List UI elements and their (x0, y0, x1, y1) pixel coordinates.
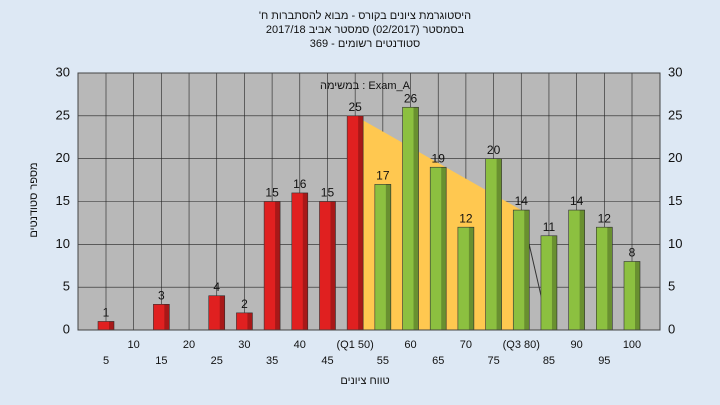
y-tick-label: 10 (56, 236, 70, 251)
x-tick-label: 20 (183, 339, 195, 351)
y-tick-label: 25 (56, 107, 70, 122)
x-tick-label: 10 (128, 339, 140, 351)
x-tick-label: 45 (321, 355, 333, 367)
x-tick-label: 70 (460, 339, 472, 351)
data-label: 26 (404, 91, 418, 105)
x-tick-label: (Q3 80) (503, 339, 540, 351)
bar-shade (302, 192, 308, 330)
data-label: 19 (432, 151, 446, 165)
bar-shade (551, 235, 557, 330)
bar-shade (219, 295, 225, 330)
y-axis-label: מספר סטודנטים (28, 162, 40, 237)
x-tick-label: 5 (103, 355, 109, 367)
data-label: 8 (629, 246, 636, 260)
data-label: 15 (265, 186, 279, 200)
y2-tick-label: 10 (668, 236, 682, 251)
x-tick-label: 65 (432, 355, 444, 367)
bar-shade (635, 261, 640, 330)
y2-tick-label: 25 (668, 107, 682, 122)
x-tick-label: 55 (377, 355, 389, 367)
data-label: 14 (570, 194, 584, 208)
data-label: 3 (158, 288, 165, 302)
bar-shade (330, 201, 336, 330)
data-label: 12 (598, 211, 612, 225)
y-tick-label: 15 (56, 193, 70, 208)
x-tick-label: 60 (404, 339, 416, 351)
data-label: 1 (103, 306, 110, 320)
bar-shade (247, 312, 253, 330)
y2-tick-label: 5 (668, 279, 675, 294)
y-tick-label: 0 (63, 321, 70, 336)
x-tick-label: 95 (598, 355, 610, 367)
data-label: 12 (459, 211, 473, 225)
y2-tick-label: 20 (668, 150, 682, 165)
x-tick-label: 15 (155, 355, 167, 367)
x-tick-label: 40 (294, 339, 306, 351)
data-label: 11 (543, 220, 556, 234)
bar-shade (109, 321, 114, 330)
data-label: 17 (376, 169, 390, 183)
x-tick-label: (Q1 50) (337, 339, 374, 351)
y-tick-label: 20 (56, 150, 70, 165)
annotation: במשימה : Exam_A (320, 80, 411, 92)
bar-shade (275, 201, 281, 330)
chart-subtitle: בסמסטר (02/2017) סמסטר אביב 2017/18 (266, 24, 465, 36)
bar-shade (468, 227, 474, 330)
bar-shade (579, 210, 585, 330)
x-tick-label: 35 (266, 355, 278, 367)
x-tick-label: 75 (487, 355, 499, 367)
y-tick-label: 5 (63, 279, 70, 294)
x-tick-label: 90 (571, 339, 583, 351)
bar-shade (496, 158, 502, 330)
chart-subtitle: סטודנטים רשומים - 369 (310, 38, 421, 50)
bar-shade (358, 115, 364, 330)
bar-shade (413, 107, 419, 331)
data-label: 4 (213, 280, 220, 294)
y-tick-label: 30 (56, 64, 70, 79)
x-tick-label: 85 (543, 355, 555, 367)
data-label: 25 (348, 100, 362, 114)
bar-shade (607, 227, 613, 330)
x-tick-label: 25 (211, 355, 223, 367)
bar-shade (385, 184, 391, 330)
x-tick-label: 100 (623, 339, 641, 351)
plot-border (77, 72, 661, 331)
bar-shade (441, 167, 447, 330)
bar-shade (524, 210, 530, 330)
bar-shade (164, 304, 170, 330)
data-label: 2 (241, 297, 248, 311)
y2-tick-label: 0 (668, 321, 675, 336)
data-label: 14 (515, 194, 529, 208)
chart-title: היסטוגרמת ציונים בקורס - מבוא להסתברות ח… (259, 9, 471, 22)
data-label: 16 (293, 177, 307, 191)
x-tick-label: 30 (238, 339, 250, 351)
data-label: 20 (487, 143, 501, 157)
x-axis-label: טווח ציונים (340, 375, 389, 387)
y2-tick-label: 15 (668, 193, 682, 208)
data-label: 15 (321, 186, 335, 200)
y2-tick-label: 30 (668, 64, 682, 79)
